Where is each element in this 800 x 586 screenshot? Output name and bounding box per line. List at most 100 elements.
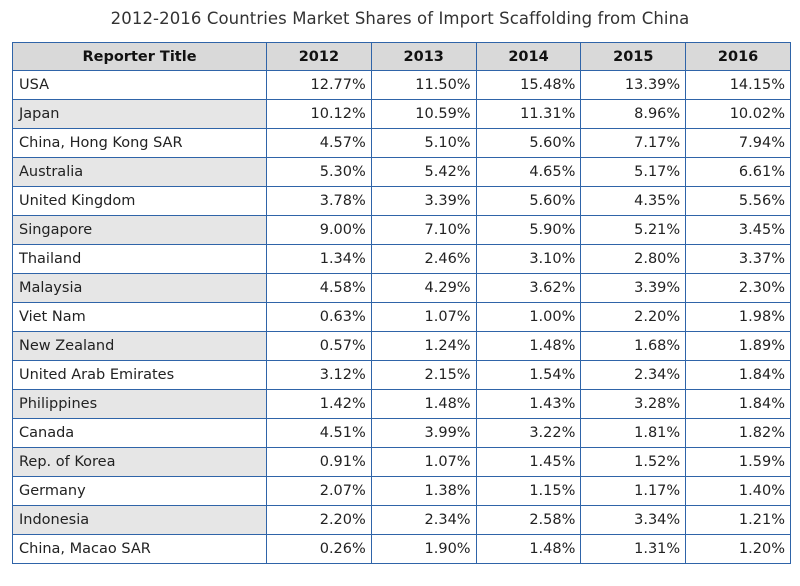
table-row: United Kingdom 3.78% 3.39% 5.60% 4.35% 5.56% xyxy=(12,186,791,216)
table-row: USA 12.77% 11.50% 15.48% 13.39% 14.15% xyxy=(12,70,791,100)
share-cell: 11.50% xyxy=(370,70,477,100)
table-row: Australia 5.30% 5.42% 4.65% 5.17% 6.61% xyxy=(12,157,791,187)
share-cell: 3.39% xyxy=(370,186,477,216)
column-header: 2015 xyxy=(580,42,687,71)
country-cell: Rep. of Korea xyxy=(12,447,267,477)
share-cell: 5.10% xyxy=(370,128,477,158)
country-cell: Germany xyxy=(12,476,267,506)
country-cell: United Kingdom xyxy=(12,186,267,216)
share-cell: 4.58% xyxy=(266,273,372,303)
share-cell: 7.17% xyxy=(580,128,687,158)
share-cell: 14.15% xyxy=(685,70,791,100)
share-cell: 2.30% xyxy=(685,273,791,303)
country-cell: Indonesia xyxy=(12,505,267,535)
share-cell: 1.34% xyxy=(266,244,372,274)
share-cell: 0.57% xyxy=(266,331,372,361)
share-cell: 1.52% xyxy=(580,447,687,477)
share-cell: 3.37% xyxy=(685,244,791,274)
share-cell: 9.00% xyxy=(266,215,372,245)
share-cell: 1.45% xyxy=(475,447,582,477)
share-cell: 0.63% xyxy=(266,302,372,332)
share-cell: 5.60% xyxy=(475,186,582,216)
share-cell: 1.54% xyxy=(475,360,582,390)
share-cell: 1.43% xyxy=(475,389,582,419)
share-cell: 1.68% xyxy=(580,331,687,361)
table-row: United Arab Emirates 3.12% 2.15% 1.54% 2.34%… xyxy=(12,360,791,390)
column-header: 2012 xyxy=(266,42,372,71)
share-cell: 4.29% xyxy=(370,273,477,303)
share-cell: 3.34% xyxy=(580,505,687,535)
share-cell: 1.42% xyxy=(266,389,372,419)
table-row: Canada 4.51% 3.99% 3.22% 1.81% 1.82% xyxy=(12,418,791,448)
column-header: Reporter Title xyxy=(12,42,267,71)
share-cell: 2.20% xyxy=(580,302,687,332)
table-row: Germany 2.07% 1.38% 1.15% 1.17% 1.40% xyxy=(12,476,791,506)
country-cell: Australia xyxy=(12,157,267,187)
column-header: 2016 xyxy=(685,42,791,71)
share-cell: 1.84% xyxy=(685,389,791,419)
share-cell: 1.82% xyxy=(685,418,791,448)
share-cell: 8.96% xyxy=(580,99,687,129)
share-cell: 1.98% xyxy=(685,302,791,332)
share-cell: 7.10% xyxy=(370,215,477,245)
share-cell: 1.20% xyxy=(685,534,791,564)
country-cell: China, Macao SAR xyxy=(12,534,267,564)
share-cell: 4.57% xyxy=(266,128,372,158)
share-cell: 1.48% xyxy=(475,534,582,564)
country-cell: Philippines xyxy=(12,389,267,419)
share-cell: 1.38% xyxy=(370,476,477,506)
country-cell: Canada xyxy=(12,418,267,448)
share-cell: 1.59% xyxy=(685,447,791,477)
share-cell: 1.24% xyxy=(370,331,477,361)
share-cell: 3.22% xyxy=(475,418,582,448)
share-cell: 10.59% xyxy=(370,99,477,129)
share-cell: 2.46% xyxy=(370,244,477,274)
country-cell: USA xyxy=(12,70,267,100)
share-cell: 5.30% xyxy=(266,157,372,187)
country-cell: Viet Nam xyxy=(12,302,267,332)
share-cell: 1.15% xyxy=(475,476,582,506)
share-cell: 7.94% xyxy=(685,128,791,158)
country-cell: China, Hong Kong SAR xyxy=(12,128,267,158)
share-cell: 1.21% xyxy=(685,505,791,535)
share-cell: 5.56% xyxy=(685,186,791,216)
table-row: China, Macao SAR 0.26% 1.90% 1.48% 1.31% 1.20… xyxy=(12,534,791,564)
share-cell: 4.35% xyxy=(580,186,687,216)
table-row: Japan 10.12% 10.59% 11.31% 8.96% 10.02% xyxy=(12,99,791,129)
share-cell: 3.99% xyxy=(370,418,477,448)
share-cell: 5.90% xyxy=(475,215,582,245)
country-cell: Thailand xyxy=(12,244,267,274)
share-cell: 1.48% xyxy=(370,389,477,419)
market-share-table: Reporter Title 2012 2013 2014 2015 2016 … xyxy=(12,42,791,564)
share-cell: 4.51% xyxy=(266,418,372,448)
share-cell: 5.17% xyxy=(580,157,687,187)
share-cell: 1.07% xyxy=(370,302,477,332)
share-cell: 0.26% xyxy=(266,534,372,564)
country-cell: Japan xyxy=(12,99,267,129)
share-cell: 1.00% xyxy=(475,302,582,332)
share-cell: 3.10% xyxy=(475,244,582,274)
table-body: USA 12.77% 11.50% 15.48% 13.39% 14.15% Japan 10… xyxy=(12,70,791,564)
share-cell: 1.84% xyxy=(685,360,791,390)
table-row: Indonesia 2.20% 2.34% 2.58% 3.34% 1.21% xyxy=(12,505,791,535)
share-cell: 2.80% xyxy=(580,244,687,274)
country-cell: Singapore xyxy=(12,215,267,245)
table-row: China, Hong Kong SAR 4.57% 5.10% 5.60% 7.17%… xyxy=(12,128,791,158)
share-cell: 12.77% xyxy=(266,70,372,100)
share-cell: 3.12% xyxy=(266,360,372,390)
country-cell: New Zealand xyxy=(12,331,267,361)
share-cell: 11.31% xyxy=(475,99,582,129)
column-header: 2013 xyxy=(370,42,477,71)
share-cell: 3.39% xyxy=(580,273,687,303)
share-cell: 5.60% xyxy=(475,128,582,158)
share-cell: 6.61% xyxy=(685,157,791,187)
share-cell: 13.39% xyxy=(580,70,687,100)
share-cell: 1.17% xyxy=(580,476,687,506)
share-cell: 5.21% xyxy=(580,215,687,245)
country-cell: United Arab Emirates xyxy=(12,360,267,390)
table-row: New Zealand 0.57% 1.24% 1.48% 1.68% 1.89% xyxy=(12,331,791,361)
share-cell: 2.20% xyxy=(266,505,372,535)
share-cell: 1.89% xyxy=(685,331,791,361)
share-cell: 2.07% xyxy=(266,476,372,506)
table-row: Singapore 9.00% 7.10% 5.90% 5.21% 3.45% xyxy=(12,215,791,245)
